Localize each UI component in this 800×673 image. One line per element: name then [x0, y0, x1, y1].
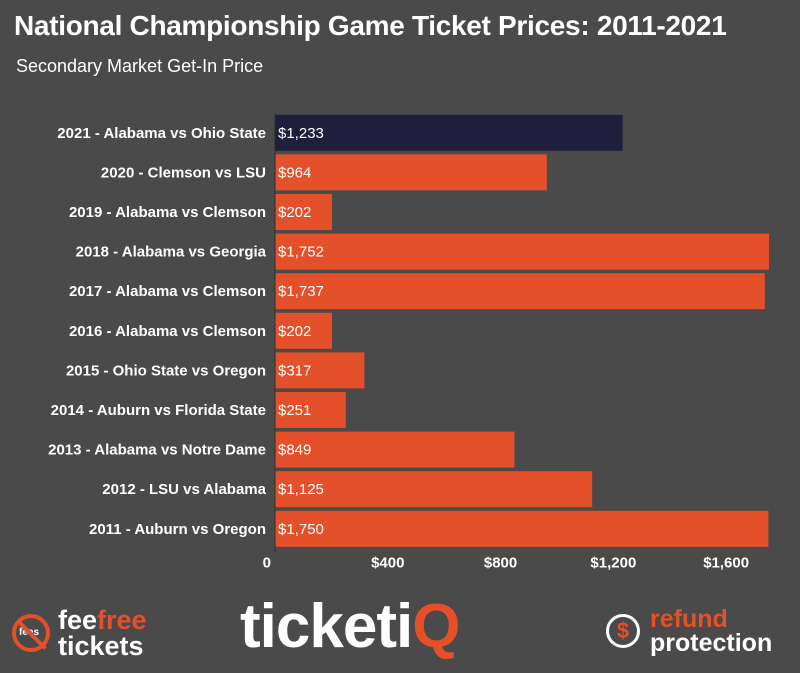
footer: fees feefree tickets ticketiQ $ refund p…: [0, 585, 800, 673]
bar: [275, 312, 332, 349]
x-tick-label: 0: [263, 555, 271, 572]
free-text: free: [97, 605, 147, 635]
category-label: 2012 - LSU vs Alabama: [102, 481, 266, 498]
data-label: $1,125: [278, 481, 324, 498]
bar: [275, 233, 769, 270]
q-magnifier-icon: Q: [412, 592, 460, 661]
x-tick-label: $800: [484, 555, 517, 572]
bar: [275, 352, 365, 389]
bar: [275, 431, 515, 468]
category-label: 2020 - Clemson vs LSU: [101, 164, 266, 181]
category-label: 2011 - Auburn vs Oregon: [89, 521, 266, 538]
x-tick-label: $1,600: [703, 555, 749, 572]
no-fees-icon: fees: [12, 614, 50, 652]
refund-dollar-icon: $: [606, 614, 640, 648]
category-label: 2014 - Auburn vs Florida State: [51, 402, 266, 419]
x-tick-label: $400: [371, 555, 404, 572]
protection-text: protection: [650, 629, 773, 657]
data-label: $1,233: [278, 125, 324, 142]
fee-free-tickets-logo: fees feefree tickets: [12, 605, 147, 661]
category-label: 2019 - Alabama vs Clemson: [69, 204, 266, 221]
data-label: $1,752: [278, 244, 324, 261]
data-label: $1,737: [278, 283, 324, 300]
category-label: 2017 - Alabama vs Clemson: [69, 283, 266, 300]
bar: [275, 471, 593, 508]
data-label: $202: [278, 323, 311, 340]
data-label: $251: [278, 402, 311, 419]
bar: [275, 114, 623, 151]
tickets-text: tickets: [58, 631, 144, 661]
bar-chart: 2021 - Alabama vs Ohio State $1,233 2020 -…: [48, 113, 769, 572]
refund-protection-logo: $ refund protection: [606, 605, 773, 657]
category-label: 2015 - Ohio State vs Oregon: [66, 362, 266, 379]
category-label: 2021 - Alabama vs Ohio State: [57, 125, 266, 142]
category-label: 2016 - Alabama vs Clemson: [69, 323, 266, 340]
data-label: $202: [278, 204, 311, 221]
data-label: $317: [278, 362, 311, 379]
fee-text: fee: [58, 605, 98, 635]
ticketiq-logo: ticketiQ: [240, 592, 460, 661]
bar: [275, 392, 346, 428]
chart-subtitle: Secondary Market Get-In Price: [16, 56, 264, 76]
bar: [275, 273, 765, 310]
data-label: $1,750: [278, 521, 324, 538]
category-label: 2013 - Alabama vs Notre Dame: [48, 442, 266, 459]
refund-text: refund: [650, 605, 728, 633]
data-label: $964: [278, 164, 311, 181]
bar: [275, 194, 332, 230]
category-label: 2018 - Alabama vs Georgia: [76, 244, 267, 261]
bar: [275, 154, 547, 191]
bar: [275, 510, 769, 547]
data-label: $849: [278, 442, 311, 459]
x-tick-label: $1,200: [590, 555, 636, 572]
chart-title: National Championship Game Ticket Prices…: [14, 10, 727, 41]
